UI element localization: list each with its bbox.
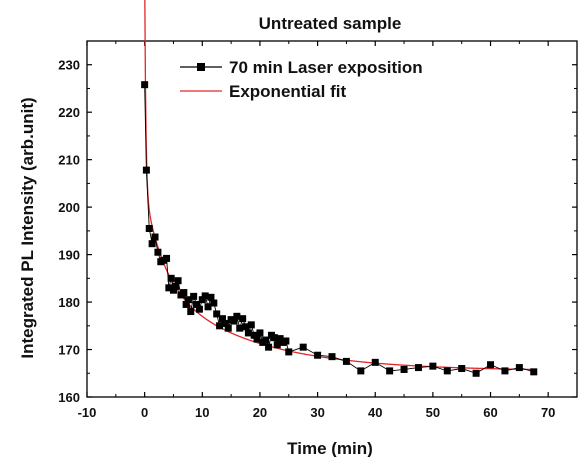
data-point bbox=[213, 310, 221, 318]
x-tick-label: 40 bbox=[368, 405, 382, 420]
data-point bbox=[221, 319, 229, 327]
data-point bbox=[242, 323, 250, 331]
data-point bbox=[216, 322, 224, 330]
y-tick-label: 220 bbox=[58, 105, 80, 120]
x-tick-label: 0 bbox=[141, 405, 148, 420]
data-point bbox=[193, 300, 201, 308]
x-tick-label: 10 bbox=[195, 405, 209, 420]
data-point bbox=[314, 351, 322, 359]
data-point bbox=[204, 303, 212, 311]
data-point bbox=[299, 343, 307, 351]
data-point bbox=[167, 274, 175, 282]
data-point bbox=[262, 336, 270, 344]
data-point bbox=[169, 286, 177, 294]
chart-title: Untreated sample bbox=[259, 14, 402, 33]
data-point bbox=[180, 289, 188, 297]
data-point bbox=[151, 233, 159, 241]
data-series-layer bbox=[141, 81, 538, 377]
data-point bbox=[141, 81, 149, 89]
legend-series-2-label: Exponential fit bbox=[229, 82, 346, 101]
data-point bbox=[265, 343, 273, 351]
y-tick-label: 180 bbox=[58, 295, 80, 310]
data-point bbox=[501, 367, 509, 375]
data-point bbox=[195, 305, 203, 313]
x-tick-label: 60 bbox=[483, 405, 497, 420]
data-point bbox=[371, 358, 379, 366]
data-point bbox=[165, 284, 173, 292]
data-point bbox=[148, 240, 156, 248]
data-point bbox=[190, 292, 198, 300]
data-point bbox=[154, 248, 162, 256]
data-point bbox=[201, 292, 209, 300]
x-tick-label: 70 bbox=[541, 405, 555, 420]
data-point bbox=[142, 166, 150, 174]
data-point bbox=[515, 364, 523, 372]
data-point bbox=[328, 353, 336, 361]
data-point bbox=[270, 334, 278, 342]
data-point bbox=[285, 348, 293, 356]
data-point bbox=[239, 315, 247, 323]
x-tick-label: 30 bbox=[310, 405, 324, 420]
y-axis: 160 170 180 190 200 210 220 230 bbox=[58, 40, 577, 405]
data-point bbox=[244, 329, 252, 337]
data-point bbox=[198, 296, 206, 304]
data-point bbox=[182, 300, 190, 308]
y-axis-title: Integrated PL Intensity (arb.unit) bbox=[18, 97, 37, 358]
legend-series-1-label: 70 min Laser exposition bbox=[229, 58, 423, 77]
x-tick-label: 50 bbox=[426, 405, 440, 420]
data-point bbox=[218, 315, 226, 323]
data-point bbox=[443, 367, 451, 375]
y-tick-label: 170 bbox=[58, 343, 80, 358]
x-tick-label: 20 bbox=[253, 405, 267, 420]
data-point bbox=[247, 321, 255, 329]
data-point bbox=[145, 224, 153, 232]
x-tick-label: -10 bbox=[78, 405, 97, 420]
data-point bbox=[357, 367, 365, 375]
y-tick-label: 200 bbox=[58, 200, 80, 215]
data-point bbox=[187, 308, 195, 316]
data-point bbox=[236, 324, 244, 332]
data-point bbox=[414, 364, 422, 372]
y-tick-label: 210 bbox=[58, 153, 80, 168]
data-point bbox=[256, 329, 264, 337]
data-point bbox=[400, 365, 408, 373]
y-tick-label: 190 bbox=[58, 248, 80, 263]
data-point bbox=[224, 324, 232, 332]
data-point bbox=[163, 254, 171, 262]
data-point bbox=[172, 282, 180, 290]
data-point bbox=[250, 331, 258, 339]
data-point bbox=[487, 361, 495, 369]
data-point bbox=[386, 367, 394, 375]
data-point bbox=[342, 357, 350, 365]
x-axis-title: Time (min) bbox=[287, 439, 373, 457]
data-point bbox=[184, 296, 192, 304]
data-point bbox=[210, 299, 218, 307]
data-point bbox=[282, 337, 290, 345]
plot-border bbox=[86, 40, 578, 398]
y-tick-label: 160 bbox=[58, 390, 80, 405]
data-point bbox=[472, 369, 480, 377]
data-point bbox=[458, 365, 466, 373]
x-axis: -10 0 10 20 30 40 50 60 70 bbox=[78, 41, 555, 420]
legend: 70 min Laser exposition Exponential fit bbox=[180, 58, 423, 101]
data-point bbox=[233, 312, 241, 320]
data-point bbox=[273, 341, 281, 349]
data-point bbox=[207, 293, 215, 301]
data-point bbox=[276, 335, 284, 343]
data-point bbox=[230, 317, 238, 325]
data-point bbox=[429, 362, 437, 370]
y-tick-label: 230 bbox=[58, 58, 80, 73]
data-point bbox=[253, 335, 261, 343]
plot-frame bbox=[86, 40, 578, 398]
data-point bbox=[530, 368, 538, 376]
data-point bbox=[174, 277, 182, 285]
legend-series-1-marker bbox=[197, 63, 205, 71]
